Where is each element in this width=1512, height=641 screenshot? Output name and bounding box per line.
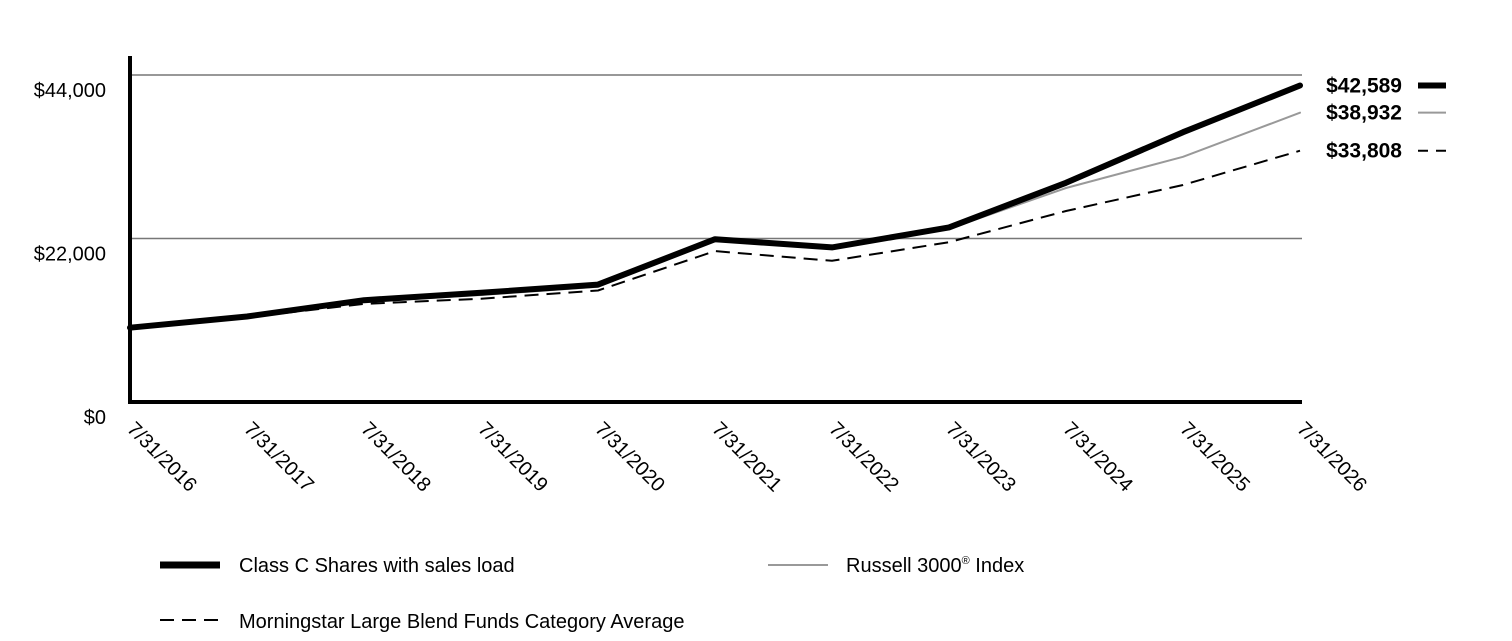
x-tick-label: 7/31/2017 <box>239 418 317 496</box>
x-tick-label: 7/31/2019 <box>473 418 551 496</box>
end-value-labels: $42,589 $38,932 $33,808 <box>1326 74 1446 163</box>
legend-label-russell-3000-suffix: Index <box>970 555 1024 577</box>
x-tick-label: 7/31/2024 <box>1058 418 1136 496</box>
legend-item-class-c: Class C Shares with sales load <box>160 555 515 577</box>
end-value-label-russell-3000-index: $38,932 <box>1326 102 1402 125</box>
legend-label-russell-3000-name: Russell 3000 <box>846 555 962 577</box>
legend: Class C Shares with sales load Russell 3… <box>160 555 1024 633</box>
x-tick-label: 7/31/2026 <box>1292 418 1370 496</box>
x-tick-label: 7/31/2022 <box>824 418 902 496</box>
series-line-russell-3000-index <box>129 111 1301 329</box>
legend-item-russell-3000: Russell 3000® Index <box>768 555 1024 577</box>
x-tick-label: 7/31/2016 <box>122 418 200 496</box>
y-tick-label: $0 <box>84 407 106 429</box>
x-tick-label: 7/31/2021 <box>707 418 785 496</box>
series-lines <box>127 82 1303 331</box>
y-tick-label: $22,000 <box>34 244 106 266</box>
legend-label-morningstar: Morningstar Large Blend Funds Category A… <box>239 611 684 633</box>
x-tick-label: 7/31/2018 <box>356 418 434 496</box>
axes <box>128 56 1302 404</box>
x-tick-label: 7/31/2020 <box>590 418 668 496</box>
legend-label-class-c: Class C Shares with sales load <box>239 555 515 577</box>
legend-label-russell-3000: Russell 3000® Index <box>846 555 1024 577</box>
x-tick-label: 7/31/2025 <box>1175 418 1253 496</box>
y-tick-labels: $0 $22,000 $44,000 <box>34 80 106 429</box>
legend-label-russell-3000-superscript: ® <box>962 555 970 567</box>
y-tick-label: $44,000 <box>34 80 106 102</box>
end-value-label-morningstar-large-blend-funds-category-average: $33,808 <box>1326 140 1402 163</box>
legend-item-morningstar: Morningstar Large Blend Funds Category A… <box>160 611 684 633</box>
x-tick-label: 7/31/2023 <box>941 418 1019 496</box>
series-line-class-c-shares-with-sales-load <box>127 82 1303 331</box>
x-tick-labels: 7/31/2016 7/31/2017 7/31/2018 7/31/2019 7/31… <box>122 418 1370 496</box>
end-value-label-class-c-shares-with-sales-load: $42,589 <box>1326 74 1402 97</box>
